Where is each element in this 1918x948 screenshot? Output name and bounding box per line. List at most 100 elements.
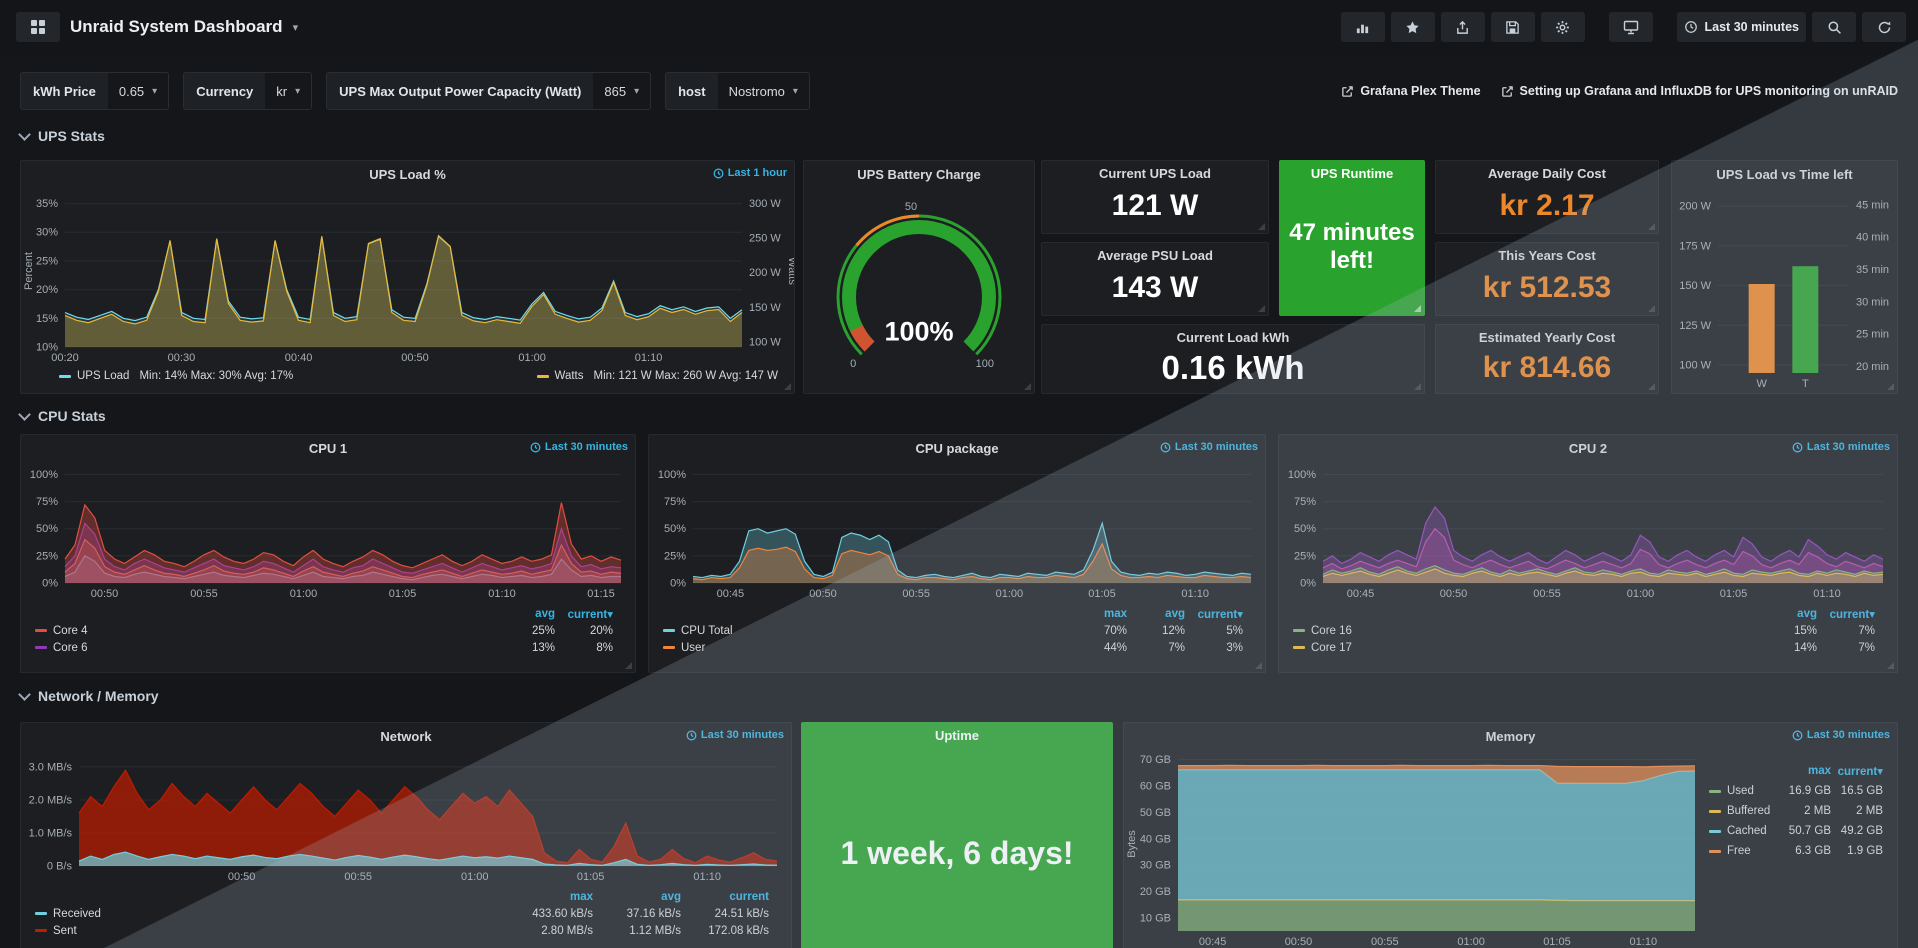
- panel-time-override[interactable]: Last 1 hour: [713, 167, 787, 179]
- zoom-out-button[interactable]: [1812, 12, 1856, 42]
- panel-time-override[interactable]: Last 30 minutes: [1792, 441, 1890, 453]
- clock-icon: [530, 442, 541, 452]
- ups-load-chart[interactable]: 35% 30% 25% 20% 15% 10% 300 W 250 W 200 W 150 W 10…: [21, 187, 798, 365]
- svg-text:01:00: 01:00: [1457, 936, 1485, 948]
- svg-text:01:00: 01:00: [461, 871, 489, 883]
- ups-load-vs-time-chart[interactable]: 200 W 175 W 150 W 125 W 100 W 45 min 40 min 35 …: [1672, 187, 1897, 391]
- series-color-mark: [35, 912, 47, 915]
- legend-item[interactable]: Received 433.60 kB/s 37.16 kB/s 24.51 kB/s: [35, 905, 769, 922]
- cpu-package-chart[interactable]: 100% 75% 50% 25% 0% 00:45 00:50 00:55 01:00 01:05…: [649, 461, 1265, 601]
- svg-text:01:05: 01:05: [1543, 936, 1571, 948]
- svg-text:00:50: 00:50: [809, 588, 837, 600]
- row-ups-stats[interactable]: UPS Stats: [18, 127, 105, 144]
- panel-title[interactable]: Current UPS Load: [1099, 165, 1211, 181]
- panel-time-override[interactable]: Last 30 minutes: [1792, 729, 1890, 741]
- panel-title[interactable]: Estimated Yearly Cost: [1478, 329, 1616, 345]
- link-grafana-plex-theme[interactable]: Grafana Plex Theme: [1341, 84, 1481, 98]
- variable-ups-max-output[interactable]: UPS Max Output Power Capacity (Watt) 865…: [326, 72, 652, 110]
- svg-text:50%: 50%: [36, 523, 58, 535]
- legend-sort-column[interactable]: max: [1103, 607, 1127, 620]
- legend-sort-column[interactable]: current: [729, 890, 769, 903]
- panel-time-override[interactable]: Last 30 minutes: [686, 729, 784, 741]
- dashboard-picker-icon[interactable]: [16, 12, 60, 42]
- svg-text:Watts: Watts: [786, 257, 794, 285]
- legend-item[interactable]: Cached 50.7 GB 49.2 GB: [1709, 821, 1883, 841]
- legend-sort-column[interactable]: current▾: [1197, 608, 1243, 621]
- variable-value: 0.65: [118, 83, 145, 99]
- panel-title[interactable]: CPU package: [915, 440, 999, 456]
- legend-item[interactable]: Watts Min: 121 W Max: 260 W Avg: 147 W: [536, 370, 778, 382]
- panel-title[interactable]: CPU 1: [308, 440, 348, 456]
- row-network-memory[interactable]: Network / Memory: [18, 687, 159, 704]
- legend-item[interactable]: Core 6 13% 8%: [35, 639, 613, 656]
- settings-button[interactable]: [1540, 12, 1585, 42]
- save-button[interactable]: [1490, 12, 1535, 42]
- clock-icon: [1684, 21, 1697, 33]
- legend-item[interactable]: CPU Total 70% 12% 5%: [663, 622, 1243, 639]
- refresh-button[interactable]: [1862, 12, 1906, 42]
- legend-item[interactable]: Sent 2.80 MB/s 1.12 MB/s 172.08 kB/s: [35, 922, 769, 939]
- panel-title[interactable]: This Years Cost: [1498, 247, 1596, 263]
- legend-sort-column[interactable]: avg: [661, 890, 681, 903]
- panel-title[interactable]: Network: [380, 728, 432, 744]
- memory-chart[interactable]: 70 GB 60 GB 50 GB 40 GB 30 GB 20 GB 10 GB 00:45…: [1124, 749, 1705, 948]
- legend-item[interactable]: Buffered 2 MB 2 MB: [1709, 801, 1883, 821]
- svg-text:70 GB: 70 GB: [1140, 754, 1171, 766]
- panel-title[interactable]: Uptime: [934, 727, 980, 743]
- legend-item[interactable]: UPS Load Min: 14% Max: 30% Avg: 17%: [59, 370, 293, 382]
- variable-currency[interactable]: Currency kr ▾: [183, 72, 313, 110]
- legend-item[interactable]: Free 6.3 GB 1.9 GB: [1709, 841, 1883, 861]
- panel-title[interactable]: UPS Battery Charge: [857, 166, 981, 182]
- time-range-picker[interactable]: Last 30 minutes: [1676, 12, 1806, 42]
- panel-title[interactable]: UPS Load %: [369, 166, 446, 182]
- legend-item[interactable]: User 44% 7% 3%: [663, 639, 1243, 656]
- link-label: Grafana Plex Theme: [1360, 84, 1481, 98]
- star-button[interactable]: [1390, 12, 1435, 42]
- panel-time-override[interactable]: Last 30 minutes: [530, 441, 628, 453]
- legend-item[interactable]: Core 4 25% 20%: [35, 622, 613, 639]
- panel-cpu2: CPU 2 Last 30 minutes 100% 75% 50% 25% 0% 00:…: [1278, 434, 1898, 673]
- share-button[interactable]: [1440, 12, 1485, 42]
- panel-title[interactable]: Current Load kWh: [1176, 329, 1290, 345]
- legend-sort-column[interactable]: avg: [1165, 607, 1185, 620]
- panel-title[interactable]: UPS Runtime: [1310, 165, 1394, 181]
- grid-icon: [31, 20, 45, 34]
- svg-text:T: T: [1802, 378, 1809, 390]
- panel-ups-runtime: UPS Runtime 47 minutes left!: [1279, 160, 1425, 316]
- battery-gauge[interactable]: 0 50 100 100%: [804, 187, 1034, 387]
- link-grafana-influxdb-guide[interactable]: Setting up Grafana and InfluxDB for UPS …: [1501, 84, 1898, 98]
- panel-title[interactable]: Memory: [1485, 728, 1536, 744]
- cpu1-chart[interactable]: 100% 75% 50% 25% 0% 00:50 00:55 01:00 01:05 01:10…: [21, 461, 635, 601]
- legend-sort-column[interactable]: current▾: [1837, 766, 1883, 778]
- panel-cpu1: CPU 1 Last 30 minutes 100% 75% 50% 25% 0% 00:…: [20, 434, 636, 673]
- legend-item[interactable]: Core 16 15% 7%: [1293, 622, 1875, 639]
- legend-sort-column[interactable]: avg: [535, 607, 555, 620]
- variable-value: kr: [276, 83, 288, 99]
- legend-item[interactable]: Used 16.9 GB 16.5 GB: [1709, 781, 1883, 801]
- panel-time-override[interactable]: Last 30 minutes: [1160, 441, 1258, 453]
- legend-item[interactable]: Core 17 14% 7%: [1293, 639, 1875, 656]
- network-chart[interactable]: 3.0 MB/s 2.0 MB/s 1.0 MB/s 0 B/s 00:50 00:55 0…: [21, 749, 791, 884]
- svg-text:50%: 50%: [664, 523, 686, 535]
- panel-title[interactable]: Average Daily Cost: [1487, 165, 1606, 181]
- legend-sort-column[interactable]: avg: [1797, 607, 1817, 620]
- legend-sort-column[interactable]: max: [569, 890, 593, 903]
- variable-host[interactable]: host Nostromo ▾: [665, 72, 810, 110]
- panel-title[interactable]: Average PSU Load: [1097, 247, 1213, 263]
- svg-text:00:50: 00:50: [401, 352, 429, 364]
- panel-title[interactable]: UPS Load vs Time left: [1716, 166, 1853, 182]
- clock-icon: [686, 730, 697, 740]
- dashboard-title[interactable]: Unraid System Dashboard: [70, 17, 283, 36]
- svg-text:00:45: 00:45: [717, 588, 745, 600]
- cpu2-chart[interactable]: 100% 75% 50% 25% 0% 00:45 00:50 00:55 01:00 01:05…: [1279, 461, 1897, 601]
- panels-button[interactable]: [1340, 12, 1385, 42]
- panel-title[interactable]: CPU 2: [1568, 440, 1608, 456]
- variable-kwh-price[interactable]: kWh Price 0.65 ▾: [20, 72, 170, 110]
- svg-text:0%: 0%: [42, 578, 58, 590]
- svg-text:150 W: 150 W: [1679, 280, 1711, 292]
- legend-sort-column[interactable]: max: [1807, 765, 1831, 777]
- legend-sort-column[interactable]: current▾: [567, 608, 613, 621]
- legend-sort-column[interactable]: current▾: [1829, 608, 1875, 621]
- tv-mode-button[interactable]: [1608, 12, 1653, 42]
- row-cpu-stats[interactable]: CPU Stats: [18, 407, 106, 424]
